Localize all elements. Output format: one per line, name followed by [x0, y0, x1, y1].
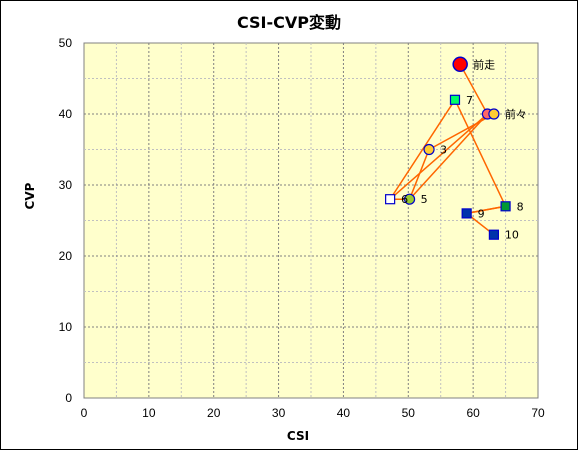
- x-axis-label: CSI: [287, 429, 309, 443]
- point-label: 10: [505, 229, 519, 242]
- x-tick-labels: 0 10 20 30 40 50 60 70: [81, 406, 545, 420]
- data-point: [423, 143, 435, 156]
- data-point: [452, 56, 468, 73]
- series-segment: [466, 205, 506, 215]
- data-point: [403, 193, 416, 205]
- data-point: [488, 229, 499, 240]
- x-tick-label: 0: [81, 406, 88, 420]
- y-tick-label: 0: [65, 391, 72, 405]
- x-tick-label: 30: [272, 406, 286, 420]
- data-points: [385, 56, 511, 240]
- y-tick-label: 40: [59, 107, 73, 121]
- point-label: 前走: [473, 57, 495, 71]
- x-tick-label: 60: [466, 406, 480, 420]
- point-label: 3: [440, 144, 447, 157]
- x-tick-label: 20: [207, 406, 221, 420]
- point-label: 8: [517, 200, 524, 213]
- x-tick-label: 10: [142, 406, 156, 420]
- y-tick-label: 10: [59, 320, 73, 334]
- y-axis-label: CVP: [23, 182, 37, 209]
- point-label: 前々: [505, 107, 527, 121]
- y-tick-label: 30: [59, 178, 73, 192]
- y-tick-label: 20: [59, 249, 73, 263]
- x-tick-label: 50: [402, 406, 416, 420]
- data-point: [488, 108, 500, 120]
- point-label: 9: [478, 207, 485, 220]
- data-point: [500, 201, 511, 212]
- data-point: [385, 194, 396, 205]
- data-point: [461, 208, 472, 219]
- y-tick-labels: 0 10 20 30 40 50: [59, 36, 73, 405]
- point-label: 6: [401, 193, 408, 206]
- x-tick-label: 40: [337, 406, 351, 420]
- y-tick-label: 50: [59, 36, 73, 50]
- series-segment: [389, 113, 488, 200]
- chart-title: CSI-CVP変動: [237, 13, 341, 32]
- series-segment: [409, 113, 488, 200]
- point-label: 7: [466, 94, 473, 107]
- grid: [84, 43, 538, 398]
- point-label: 5: [421, 193, 428, 206]
- data-point: [449, 94, 461, 105]
- x-tick-label: 70: [531, 406, 545, 420]
